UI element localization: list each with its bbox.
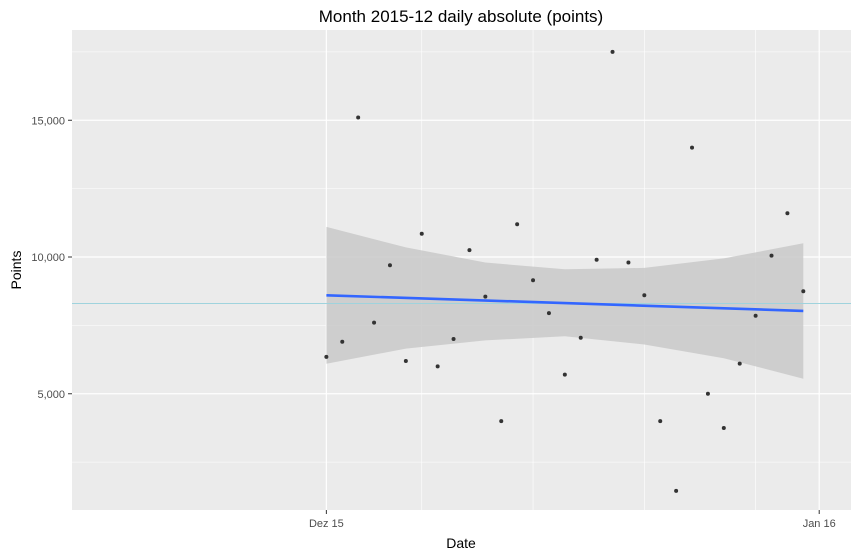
y-tick-label: 5,000	[37, 389, 65, 401]
data-point	[467, 248, 472, 253]
data-point	[435, 364, 440, 369]
data-point	[546, 311, 551, 316]
data-point	[372, 320, 377, 325]
data-point	[721, 425, 726, 430]
data-point	[403, 358, 408, 363]
data-point	[562, 372, 567, 377]
trend-line	[326, 293, 804, 313]
y-tick-label: 15,000	[31, 115, 65, 127]
data-point	[769, 253, 774, 258]
data-point	[626, 260, 631, 265]
y-axis-title: Points	[8, 251, 24, 290]
data-point	[356, 115, 361, 120]
data-points	[324, 49, 806, 493]
data-point	[642, 293, 647, 298]
x-axis-ticks: Dez 15 Jan 16	[309, 510, 836, 530]
chart-title: Month 2015-12 daily absolute (points)	[319, 7, 603, 26]
data-point	[658, 419, 663, 424]
data-point	[387, 263, 392, 268]
data-point	[753, 313, 758, 318]
data-point	[483, 294, 488, 299]
data-point	[578, 335, 583, 340]
x-tick-label: Jan 16	[803, 518, 836, 530]
data-point	[801, 289, 806, 294]
x-axis-title: Date	[446, 535, 476, 551]
data-point	[499, 419, 504, 424]
data-point	[785, 211, 790, 216]
data-point	[531, 278, 536, 283]
data-point	[324, 354, 329, 359]
data-point	[419, 231, 424, 236]
data-point	[451, 337, 456, 342]
y-tick-label: 10,000	[31, 252, 65, 264]
data-point	[705, 391, 710, 396]
y-axis-ticks: 5,000 10,000 15,000	[31, 115, 72, 401]
data-point	[610, 49, 615, 54]
data-point	[674, 488, 679, 493]
data-point	[690, 145, 695, 150]
data-point	[515, 222, 520, 227]
x-tick-label: Dez 15	[309, 518, 344, 530]
data-point	[340, 339, 345, 344]
data-point	[737, 361, 742, 366]
data-point	[594, 257, 599, 262]
